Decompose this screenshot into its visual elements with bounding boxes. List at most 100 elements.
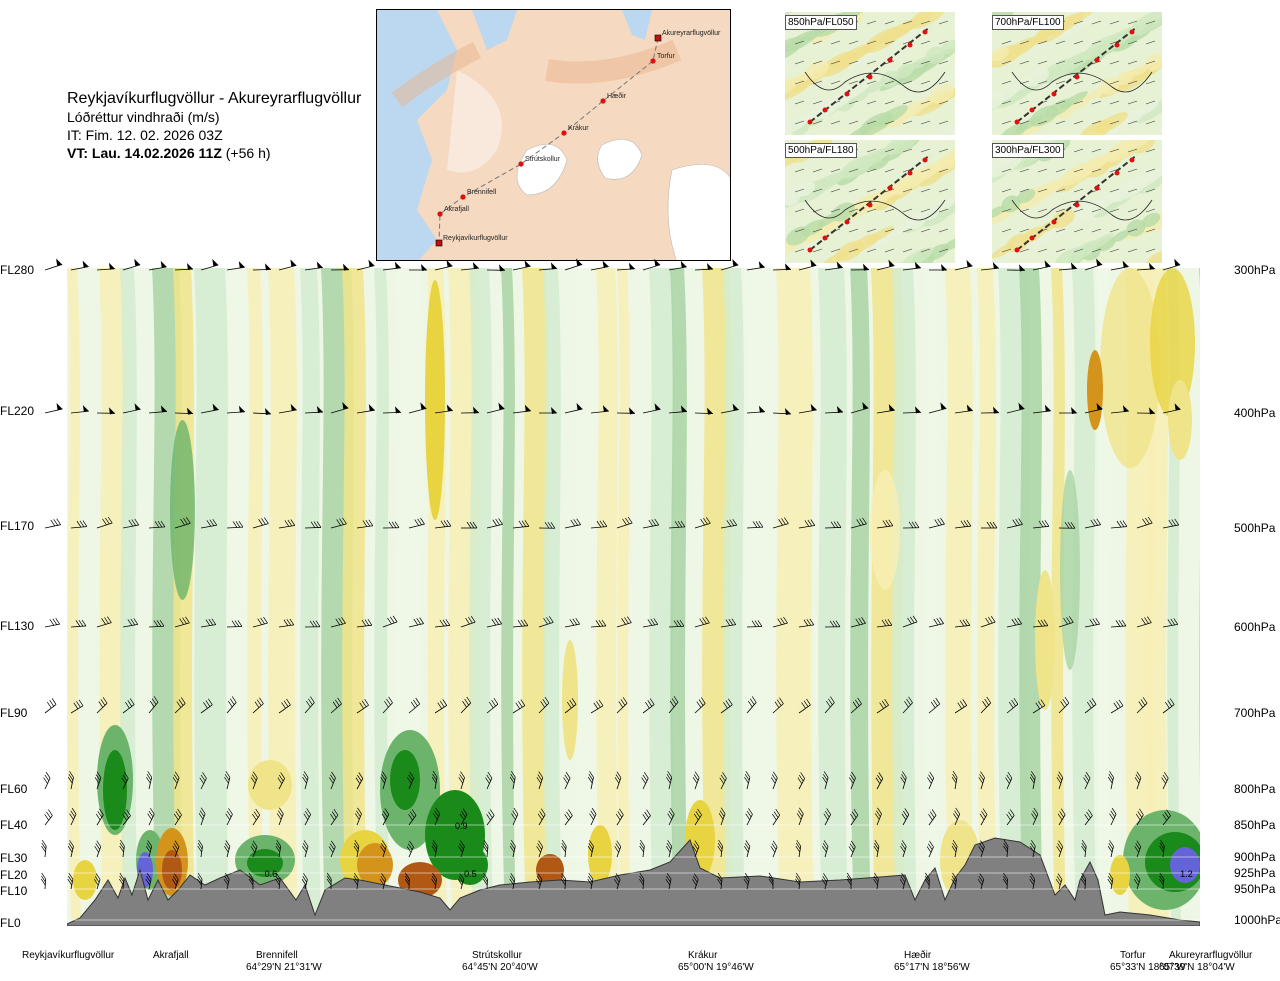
wind-barb-tick: [927, 843, 933, 850]
wind-barb: [642, 624, 658, 628]
field-barb: [884, 120, 895, 125]
wind-barb-tick: [1159, 842, 1165, 850]
coastline: [1011, 71, 1153, 93]
wind-barb-tick: [1013, 697, 1019, 705]
field-cell: [1126, 219, 1146, 237]
wind-barb-tick: [823, 873, 828, 880]
wind-barb-tick: [567, 701, 572, 709]
wind-barb-tick: [1030, 840, 1036, 847]
level-map-300[interactable]: 300hPa/FL300: [992, 140, 1162, 263]
field-barb: [1019, 228, 1030, 233]
wind-barb-tick: [173, 873, 179, 880]
wind-barb-tick: [361, 619, 367, 627]
wind-barb-tick: [409, 811, 415, 818]
field-barb: [938, 120, 949, 125]
pressure-label: 950hPa: [1234, 882, 1276, 896]
wind-barb-tick: [1003, 842, 1008, 850]
field-barb: [920, 228, 931, 233]
wind-barb-tick: [97, 811, 103, 818]
wind-barb-tick: [1108, 843, 1114, 850]
wind-barb-tick: [234, 620, 240, 627]
flight-level-label: FL30: [0, 851, 28, 865]
waypoint-marker: [437, 211, 443, 217]
wind-barb-tick: [902, 771, 907, 778]
wind-barb-tick: [979, 873, 985, 880]
wind-barb-tick: [1063, 618, 1068, 625]
wind-barb-flag: [524, 404, 531, 412]
field-barb: [1145, 20, 1156, 25]
level-map-field: [992, 140, 1162, 263]
route-line: [438, 37, 659, 244]
route-point: [887, 57, 893, 63]
wind-barb-tick: [512, 810, 517, 817]
wind-barb-tick: [911, 521, 917, 528]
wind-barb-tick: [302, 876, 307, 883]
wind-barb-tick: [770, 846, 776, 853]
wind-barb-tick: [353, 878, 358, 886]
level-map-700[interactable]: 700hPa/FL100: [992, 12, 1162, 135]
wind-barb-tick: [224, 875, 229, 883]
level-map-label: 500hPa/FL180: [785, 143, 857, 158]
map-relief: [391, 41, 482, 108]
field-cell: [1025, 67, 1049, 87]
field-barb: [1055, 208, 1066, 213]
route-point: [1114, 42, 1120, 48]
wind-barb-tick: [540, 808, 546, 815]
wind-barb-flag: [550, 262, 557, 270]
level-map-500[interactable]: 500hPa/FL180: [785, 140, 955, 263]
velocity-band: [226, 268, 252, 920]
wind-barb: [70, 846, 74, 858]
field-barb: [938, 228, 949, 233]
wind-barb-tick: [1134, 846, 1140, 853]
wind-barb-tick: [126, 809, 131, 816]
wind-barb-tick: [568, 809, 573, 816]
wind-barb-tick: [179, 618, 184, 625]
wind-barb-tick: [68, 843, 74, 850]
wind-barb-tick: [692, 777, 698, 784]
wind-barb-tick: [172, 777, 178, 784]
wind-barb: [798, 704, 811, 714]
wind-barb: [1006, 623, 1022, 628]
wind-barb-tick: [104, 617, 109, 624]
wind-barb-tick: [491, 699, 496, 707]
wind-barb-tick: [223, 878, 229, 886]
wind-barb-tick: [649, 698, 655, 705]
wind-barb: [278, 879, 281, 890]
wind-barb-tick: [174, 840, 180, 847]
field-barb: [812, 100, 823, 105]
field-barb: [1145, 60, 1156, 65]
wind-barb: [850, 523, 867, 529]
wind-barb-tick: [1159, 878, 1164, 886]
velocity-band: [892, 268, 917, 920]
field-barb: [1073, 228, 1084, 233]
wind-barb-tick: [781, 518, 786, 525]
field-barb: [830, 40, 841, 45]
wind-barb-tick: [354, 842, 359, 850]
wind-barb-tick: [415, 697, 421, 705]
wind-barb-tick: [650, 618, 656, 626]
wind-barb-tick: [857, 697, 862, 705]
wind-barb-tick: [1087, 701, 1092, 709]
wind-barb-tick: [483, 872, 488, 880]
field-barb: [1001, 208, 1012, 213]
wind-barb-tick: [248, 872, 254, 880]
wind-barb-tick: [432, 770, 438, 778]
wind-barb-tick: [700, 518, 705, 526]
wind-barb-tick: [654, 518, 659, 526]
wind-barb-tick: [537, 813, 543, 821]
wind-barb-tick: [882, 520, 888, 527]
wind-barb-tick: [1035, 702, 1041, 709]
wind-barb-tick: [208, 618, 214, 626]
level-map-850[interactable]: 850hPa/FL050: [785, 12, 955, 135]
wind-barb-tick: [1062, 699, 1068, 706]
wind-barb-tick: [544, 696, 550, 704]
wind-barb-tick: [199, 810, 205, 817]
wind-barb: [1084, 264, 1103, 271]
wind-barb-tick: [1134, 777, 1140, 784]
location-label: Krákur 65°00'N 19°46'W: [678, 950, 754, 974]
wind-barb: [252, 622, 268, 628]
field-barb: [866, 60, 877, 65]
wind-barb-tick: [486, 814, 491, 821]
velocity-band: [617, 268, 631, 920]
wind-barb-flag: [576, 258, 583, 266]
